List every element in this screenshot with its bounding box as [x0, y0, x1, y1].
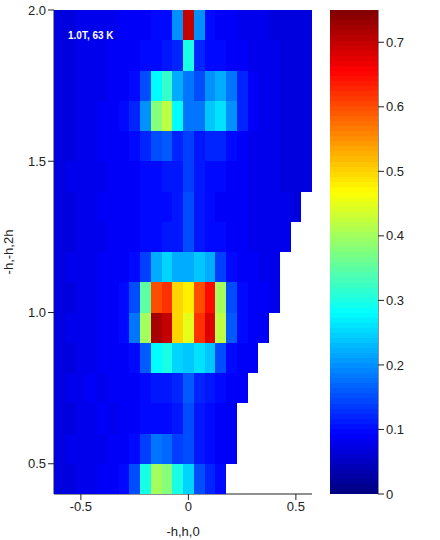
- svg-text:-h,-h,2h: -h,-h,2h: [1, 230, 16, 275]
- svg-text:1.0: 1.0: [28, 305, 46, 320]
- svg-text:1.5: 1.5: [28, 154, 46, 169]
- svg-text:0: 0: [185, 499, 192, 514]
- svg-text:-0.5: -0.5: [70, 499, 92, 514]
- svg-text:0.5: 0.5: [287, 499, 305, 514]
- svg-text:0.4: 0.4: [386, 228, 404, 243]
- svg-text:0: 0: [386, 487, 393, 502]
- svg-text:0.6: 0.6: [386, 99, 404, 114]
- svg-text:0.1: 0.1: [386, 422, 404, 437]
- svg-text:2.0: 2.0: [28, 3, 46, 18]
- svg-text:-h,h,0: -h,h,0: [166, 524, 199, 539]
- html-text:1.0T, 63 K: 1.0T, 63 K: [68, 30, 114, 41]
- svg-text:0.2: 0.2: [386, 358, 404, 373]
- svg-text:0.5: 0.5: [28, 456, 46, 471]
- svg-text:0.7: 0.7: [386, 35, 404, 50]
- svg-text:0.5: 0.5: [386, 164, 404, 179]
- svg-text:0.3: 0.3: [386, 293, 404, 308]
